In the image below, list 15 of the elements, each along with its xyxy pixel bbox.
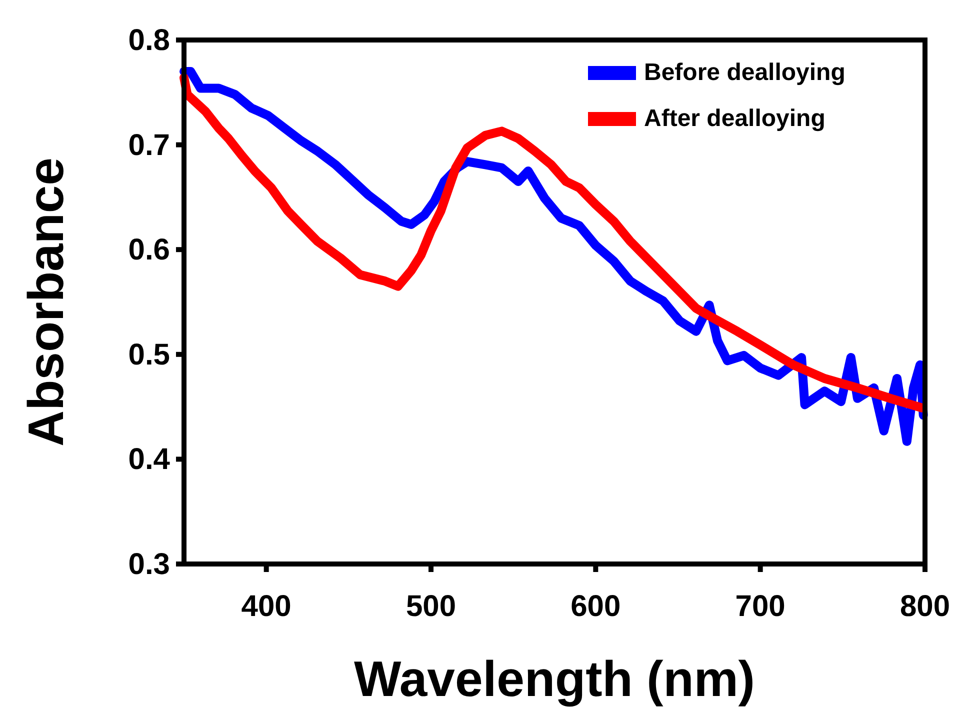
x-tick-label: 500 <box>406 590 456 623</box>
x-axis-title: Wavelength (nm) <box>354 651 755 707</box>
legend-label: Before dealloying <box>644 59 846 86</box>
y-tick-label: 0.8 <box>128 24 170 57</box>
y-tick-label: 0.3 <box>128 548 170 581</box>
x-tick-label: 800 <box>900 590 950 623</box>
y-tick-label: 0.6 <box>128 234 170 267</box>
y-tick-label: 0.7 <box>128 128 170 162</box>
y-axis-title: Absorbance <box>18 158 74 446</box>
x-tick-label: 400 <box>241 590 292 623</box>
legend-label: After dealloying <box>644 105 826 132</box>
y-tick-label: 0.5 <box>128 338 170 372</box>
x-tick-label: 600 <box>570 590 621 623</box>
y-tick-label: 0.4 <box>128 443 170 476</box>
x-tick-label: 700 <box>735 590 786 623</box>
